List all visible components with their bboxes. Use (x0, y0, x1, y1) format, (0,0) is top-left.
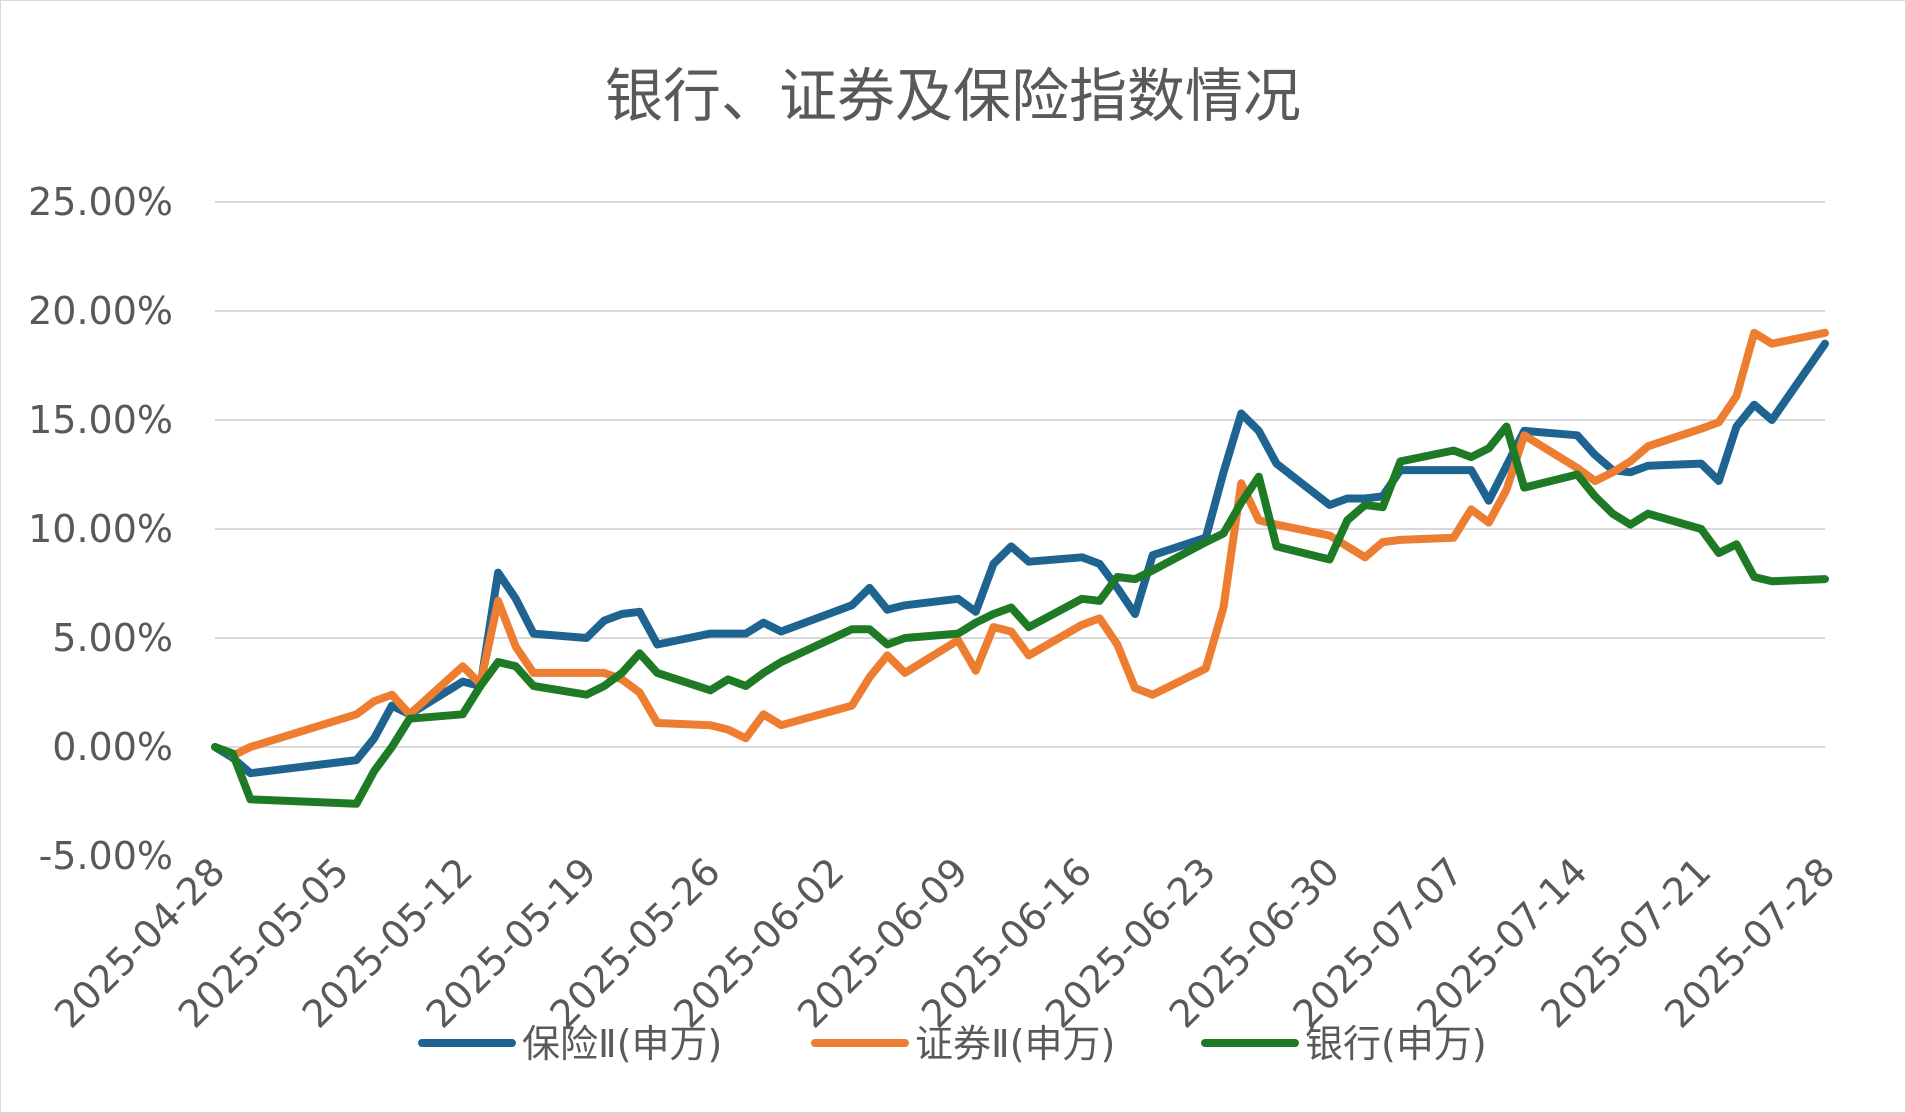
chart-title: 银行、证券及保险指数情况 (605, 62, 1301, 130)
series-line-1 (211, 339, 1829, 778)
series-line-3 (211, 422, 1829, 808)
legend-label-3: 银行(申万) (1305, 1022, 1487, 1066)
gridlines (215, 201, 1825, 748)
y-tick-label: 15.00% (28, 398, 173, 442)
x-axis-ticks: 2025-04-282025-05-052025-05-122025-05-19… (46, 849, 1843, 1036)
legend-label-1: 保险Ⅱ(申万) (522, 1022, 722, 1066)
legend: 保险Ⅱ(申万) 证券Ⅱ(申万) 银行(申万) (418, 1022, 1487, 1066)
series-lines (211, 328, 1829, 808)
y-tick-label: 20.00% (28, 289, 173, 333)
legend-label-2: 证券Ⅱ(申万) (915, 1022, 1115, 1066)
series-line-2 (228, 328, 1829, 760)
y-tick-label: 0.00% (52, 725, 173, 769)
y-tick-label: 10.00% (28, 507, 173, 551)
y-tick-label: 5.00% (52, 616, 173, 660)
y-tick-label: -5.00% (39, 834, 173, 878)
y-tick-label: 25.00% (28, 180, 173, 224)
y-axis-ticks: -5.00% 0.00% 5.00% 10.00% 15.00% 20.00% 25.00% (28, 180, 173, 878)
